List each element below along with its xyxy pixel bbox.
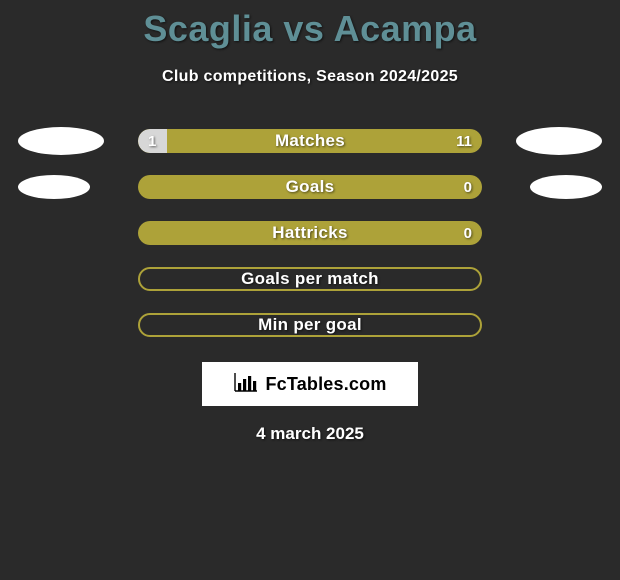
stat-bar: Hattricks0 [138, 221, 482, 245]
stat-row: Goals0 [0, 164, 620, 210]
bar-chart-icon [233, 371, 259, 398]
page-title: Scaglia vs Acampa [0, 0, 620, 50]
player-ellipse-left [18, 175, 90, 199]
stat-label: Matches [138, 129, 482, 153]
stat-row: Min per goal [0, 302, 620, 348]
stat-label: Min per goal [140, 315, 480, 335]
stat-row: Matches111 [0, 118, 620, 164]
player-ellipse-right [530, 175, 602, 199]
stat-row: Goals per match [0, 256, 620, 302]
logo-text: FcTables.com [265, 374, 386, 395]
stat-bar: Goals0 [138, 175, 482, 199]
stat-row: Hattricks0 [0, 210, 620, 256]
subtitle: Club competitions, Season 2024/2025 [0, 68, 620, 86]
stat-bar: Goals per match [138, 267, 482, 291]
stat-label: Hattricks [138, 221, 482, 245]
stat-value-left: 1 [148, 129, 156, 153]
stat-bar: Min per goal [138, 313, 482, 337]
stat-label: Goals per match [140, 269, 480, 289]
date-label: 4 march 2025 [0, 424, 620, 444]
stat-value-right: 0 [464, 175, 472, 199]
logo-box: FcTables.com [202, 362, 418, 406]
stat-label: Goals [138, 175, 482, 199]
player-ellipse-left [18, 127, 104, 155]
stat-value-right: 11 [456, 129, 472, 153]
player-ellipse-right [516, 127, 602, 155]
stat-bar: Matches111 [138, 129, 482, 153]
stat-value-right: 0 [464, 221, 472, 245]
stats-container: Matches111Goals0Hattricks0Goals per matc… [0, 118, 620, 348]
